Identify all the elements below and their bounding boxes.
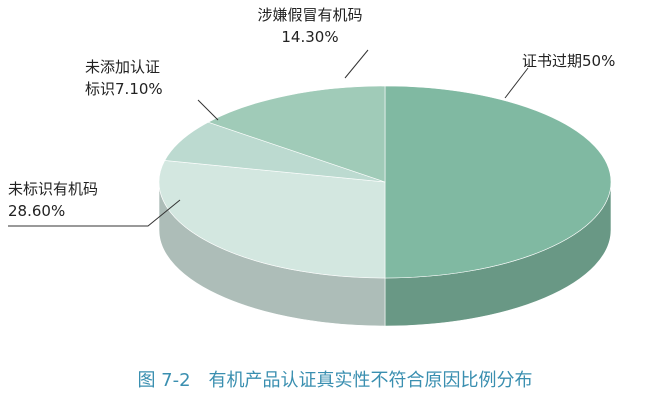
value-label: 50% <box>582 52 616 70</box>
value-label: 7.10% <box>115 80 163 98</box>
category-label: 未标识有机码 <box>8 180 99 198</box>
slice <box>384 85 612 279</box>
leader-line <box>344 49 369 79</box>
value-label: 28.60% <box>8 202 66 220</box>
category-label: 涉嫌假冒有机码 <box>257 6 363 24</box>
caption: 图 7-2 有机产品认证真实性不符合原因比例分布 <box>137 370 533 391</box>
slice <box>158 160 386 279</box>
category-label: 未添加认证标识 <box>85 58 161 98</box>
leader-line <box>8 199 181 227</box>
slice-label: 未添加认证标识7.10% <box>85 56 167 100</box>
leader-line <box>197 99 219 121</box>
value-label: 14.30% <box>281 28 339 46</box>
slice <box>207 85 386 183</box>
slice-label: 证书过期50% <box>522 50 662 72</box>
category-label: 证书过期 <box>522 52 583 70</box>
slice <box>164 121 386 183</box>
leader-line <box>504 67 529 99</box>
slice-label: 涉嫌假冒有机码 14.30% <box>235 4 385 48</box>
slice-label: 未标识有机码 28.60% <box>8 178 108 222</box>
